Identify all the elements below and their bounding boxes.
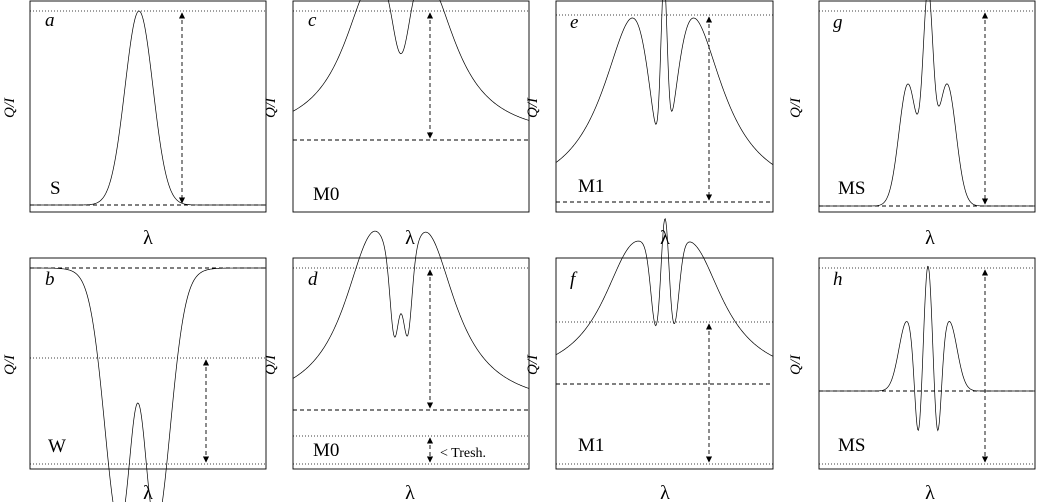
threshold-note: < Tresh. (440, 446, 486, 461)
x-axis-label: λ (405, 482, 415, 502)
panel-letter: f (570, 269, 578, 290)
panel-h: h MS λ Q/I (788, 257, 1036, 502)
panel-letter: h (833, 269, 843, 290)
x-axis-label: λ (660, 482, 670, 502)
panel-frame (818, 0, 1036, 213)
panel-a: a S λ Q/I (2, 0, 267, 249)
panel-frame (292, 257, 530, 470)
panel-letter: c (308, 10, 317, 31)
x-axis-label: λ (405, 227, 415, 249)
panel-f: f M1 λ Q/I (525, 218, 774, 502)
x-axis-label: λ (143, 482, 153, 502)
profile-code: S (50, 178, 61, 199)
y-axis-label: Q/I (788, 354, 804, 375)
panel-letter: a (45, 10, 55, 31)
panel-g: g MS λ Q/I (788, 0, 1036, 249)
profile-curve (819, 265, 1035, 432)
panel-d: < Tresh. d M0 λ Q/I (263, 230, 530, 502)
y-axis-label: Q/I (525, 97, 541, 118)
panel-frame (555, 257, 774, 470)
panel-frame (818, 257, 1036, 470)
x-axis-label: λ (925, 482, 935, 502)
profile-curve (555, 218, 774, 357)
panel-b: b W λ Q/I (2, 257, 267, 502)
panel-frame (29, 0, 267, 213)
x-axis-label: λ (660, 227, 670, 249)
profile-curve (292, 0, 530, 121)
panel-c: c M0 λ Q/I (263, 0, 530, 249)
profile-code: M1 (578, 176, 604, 197)
x-axis-label: λ (143, 227, 153, 249)
panel-letter: g (833, 12, 843, 33)
profile-code: MS (838, 178, 865, 199)
profile-code: M0 (313, 440, 339, 461)
profile-curve (30, 10, 266, 206)
y-axis-label: Q/I (525, 354, 541, 375)
profile-curve (292, 230, 530, 389)
profile-curve (555, 0, 774, 165)
y-axis-label: Q/I (2, 97, 18, 118)
panel-frame (555, 0, 774, 213)
profile-curve (30, 267, 266, 502)
panel-letter: d (308, 269, 318, 290)
panel-letter: b (45, 269, 55, 290)
y-axis-label: Q/I (788, 97, 804, 118)
y-axis-label: Q/I (2, 354, 18, 375)
panel-frame (29, 257, 267, 470)
profile-code: MS (838, 435, 865, 456)
y-axis-label: Q/I (263, 97, 279, 118)
profile-code: M0 (313, 184, 339, 205)
profile-code: M1 (578, 435, 604, 456)
profile-curve (819, 0, 1035, 207)
panel-e: e M1 λ Q/I (525, 0, 774, 249)
panel-frame (292, 0, 530, 213)
panel-letter: e (570, 12, 578, 33)
y-axis-label: Q/I (263, 354, 279, 375)
x-axis-label: λ (925, 227, 935, 249)
profile-code: W (48, 436, 66, 457)
